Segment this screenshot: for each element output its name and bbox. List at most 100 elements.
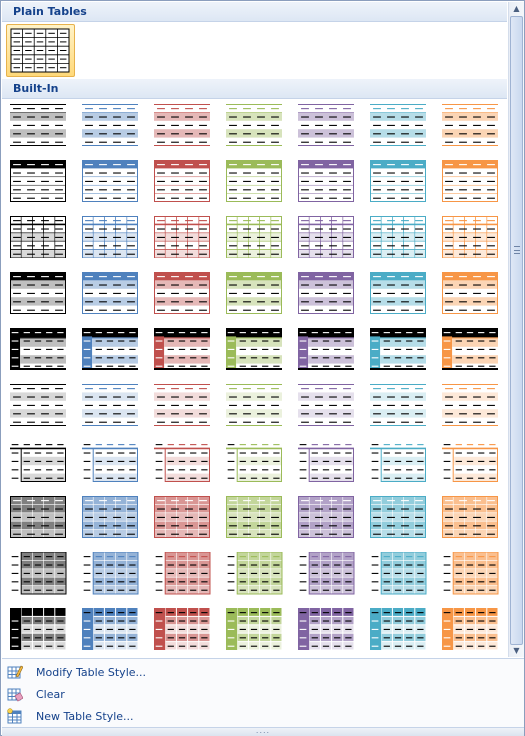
table-style-thumbnail: [82, 104, 138, 146]
table-style-medium-shading-1-4[interactable]: [226, 272, 296, 324]
table-style-medium-grid-3-2[interactable]: [82, 552, 152, 604]
table-style-light-shading-1[interactable]: [10, 104, 80, 156]
table-style-medium-grid-1-4[interactable]: [226, 496, 296, 548]
table-style-light-header-1[interactable]: [10, 160, 80, 212]
resize-grip[interactable]: ....: [2, 727, 524, 736]
table-style-medium-grid-1-1[interactable]: [10, 496, 80, 548]
table-style-medium-list-2-7[interactable]: [442, 440, 507, 492]
table-style-medium-grid-3-7[interactable]: [442, 552, 507, 604]
table-style-dark-list-7[interactable]: [442, 608, 507, 657]
table-style-thumbnail: [82, 496, 138, 538]
table-style-medium-shading-1-6[interactable]: [370, 272, 440, 324]
table-style-light-header-2[interactable]: [82, 160, 152, 212]
table-style-thumbnail: [82, 216, 138, 258]
table-style-light-header-5[interactable]: [298, 160, 368, 212]
table-style-thumbnail: [298, 440, 354, 482]
table-style-medium-list-2-6[interactable]: [370, 440, 440, 492]
table-style-dark-list-6[interactable]: [370, 608, 440, 657]
table-style-thumbnail: [298, 496, 354, 538]
table-style-light-grid-5[interactable]: [298, 216, 368, 268]
table-style-dark-list-1[interactable]: [10, 608, 80, 657]
table-style-medium-grid-3-4[interactable]: [226, 552, 296, 604]
clear-label: Clear: [36, 687, 65, 701]
table-style-light-grid-6[interactable]: [370, 216, 440, 268]
table-style-light-header-4[interactable]: [226, 160, 296, 212]
table-style-medium-grid-1-2[interactable]: [82, 496, 152, 548]
table-style-medium-list-1-7[interactable]: [442, 384, 507, 436]
table-style-thumbnail: [10, 328, 66, 370]
clear-menu-item[interactable]: Clear: [2, 683, 524, 705]
new-table-style-menu-item[interactable]: New Table Style...: [2, 705, 524, 727]
table-style-light-shading-3[interactable]: [154, 104, 224, 156]
table-style-thumbnail: [370, 608, 426, 650]
table-style-medium-grid-3-1[interactable]: [10, 552, 80, 604]
scroll-up-arrow-icon[interactable]: ▲: [513, 4, 520, 13]
table-style-light-grid-2[interactable]: [82, 216, 152, 268]
table-style-medium-list-2-2[interactable]: [82, 440, 152, 492]
table-style-thumbnail: [442, 272, 498, 314]
table-style-medium-shading-1-1[interactable]: [10, 272, 80, 324]
plain-table-style-selected[interactable]: [6, 24, 75, 77]
table-style-light-grid-4[interactable]: [226, 216, 296, 268]
table-style-dark-list-2[interactable]: [82, 608, 152, 657]
table-style-light-shading-4[interactable]: [226, 104, 296, 156]
table-style-medium-shading-1-5[interactable]: [298, 272, 368, 324]
table-style-medium-grid-1-7[interactable]: [442, 496, 507, 548]
table-style-medium-list-1-4[interactable]: [226, 384, 296, 436]
table-style-thumbnail: [298, 608, 354, 650]
table-style-medium-list-1-3[interactable]: [154, 384, 224, 436]
table-style-thumbnail: [298, 328, 354, 370]
table-style-medium-grid-1-5[interactable]: [298, 496, 368, 548]
table-style-medium-grid-3-6[interactable]: [370, 552, 440, 604]
table-style-medium-list-2-4[interactable]: [226, 440, 296, 492]
scroll-down-arrow-icon[interactable]: ▼: [513, 646, 520, 655]
table-style-medium-shading-2-6[interactable]: [370, 328, 440, 380]
table-style-medium-grid-3-5[interactable]: [298, 552, 368, 604]
table-style-dark-list-5[interactable]: [298, 608, 368, 657]
table-style-medium-list-1-5[interactable]: [298, 384, 368, 436]
table-style-medium-list-2-5[interactable]: [298, 440, 368, 492]
table-style-medium-shading-1-2[interactable]: [82, 272, 152, 324]
modify-table-style-menu-item[interactable]: Modify Table Style...: [2, 661, 524, 683]
table-style-light-grid-7[interactable]: [442, 216, 507, 268]
table-style-light-shading-6[interactable]: [370, 104, 440, 156]
table-style-medium-shading-2-2[interactable]: [82, 328, 152, 380]
table-style-light-header-6[interactable]: [370, 160, 440, 212]
table-style-thumbnail: [370, 104, 426, 146]
table-style-light-header-3[interactable]: [154, 160, 224, 212]
table-style-thumbnail: [442, 216, 498, 258]
table-style-medium-list-2-1[interactable]: [10, 440, 80, 492]
table-style-dark-list-3[interactable]: [154, 608, 224, 657]
table-style-medium-list-2-3[interactable]: [154, 440, 224, 492]
table-style-medium-shading-2-1[interactable]: [10, 328, 80, 380]
table-style-medium-list-1-1[interactable]: [10, 384, 80, 436]
table-style-thumbnail: [298, 216, 354, 258]
plain-table-style-thumbnail: [10, 28, 70, 73]
table-style-light-shading-5[interactable]: [298, 104, 368, 156]
table-style-medium-grid-1-3[interactable]: [154, 496, 224, 548]
table-style-light-header-7[interactable]: [442, 160, 507, 212]
table-style-light-grid-3[interactable]: [154, 216, 224, 268]
table-style-thumbnail: [154, 496, 210, 538]
table-style-thumbnail: [442, 552, 499, 595]
gallery-scroll-area: Plain Tables Built-In: [2, 2, 507, 657]
table-style-medium-shading-2-5[interactable]: [298, 328, 368, 380]
table-style-medium-list-1-6[interactable]: [370, 384, 440, 436]
table-style-medium-grid-1-6[interactable]: [370, 496, 440, 548]
scrollbar-thumb[interactable]: [510, 16, 523, 645]
table-style-thumbnail: [10, 104, 66, 146]
table-style-medium-shading-2-3[interactable]: [154, 328, 224, 380]
table-style-medium-grid-3-3[interactable]: [154, 552, 224, 604]
table-style-medium-list-1-2[interactable]: [82, 384, 152, 436]
table-style-dark-list-4[interactable]: [226, 608, 296, 657]
table-style-light-shading-7[interactable]: [442, 104, 507, 156]
table-style-thumbnail: [370, 496, 426, 538]
table-style-medium-shading-2-7[interactable]: [442, 328, 507, 380]
table-style-light-grid-1[interactable]: [10, 216, 80, 268]
vertical-scrollbar[interactable]: ▲ ▼: [508, 2, 524, 657]
table-style-medium-shading-2-4[interactable]: [226, 328, 296, 380]
table-style-thumbnail: [226, 160, 282, 202]
table-style-medium-shading-1-7[interactable]: [442, 272, 507, 324]
table-style-medium-shading-1-3[interactable]: [154, 272, 224, 324]
table-style-light-shading-2[interactable]: [82, 104, 152, 156]
